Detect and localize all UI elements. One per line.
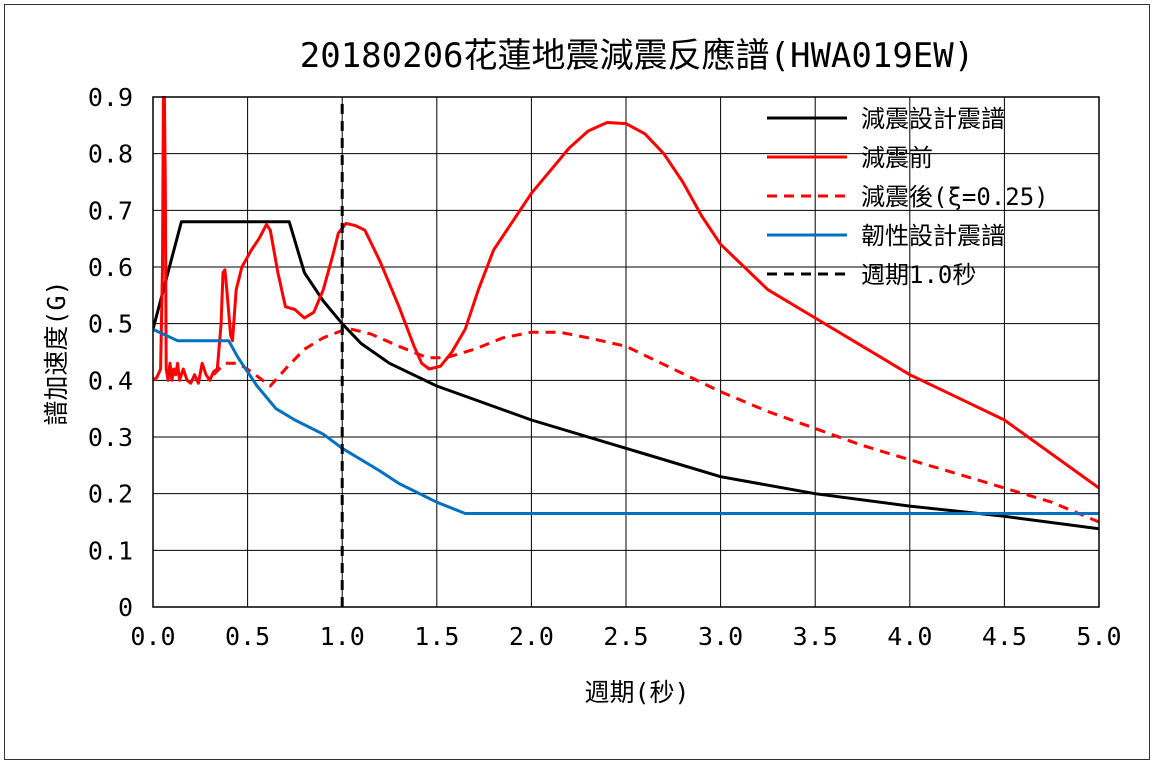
y-tick-label: 0.8 <box>88 140 133 169</box>
legend-label: 韌性設計震譜 <box>861 222 1005 250</box>
y-tick-label: 0.1 <box>88 536 133 565</box>
legend-label: 減震設計震譜 <box>861 105 1005 133</box>
series-lines <box>153 96 1099 607</box>
x-tick-label: 3.0 <box>698 622 743 651</box>
y-tick-label: 0.4 <box>88 366 133 395</box>
chart-title: 20180206花蓮地震減震反應譜(HWA019EW) <box>300 36 974 76</box>
x-tick-label: 5.0 <box>1076 622 1121 651</box>
x-tick-labels: 0.0 0.5 1.0 1.5 2.0 2.5 3.0 3.5 4.0 4.5 5.0 <box>130 622 1121 651</box>
y-tick-label: 0.5 <box>88 310 133 339</box>
y-tick-label: 0.6 <box>88 253 133 282</box>
chart-svg: 20180206花蓮地震減震反應譜(HWA019EW) 0.0 0.5 1.0 1.5… <box>42 36 1122 707</box>
x-tick-label: 1.0 <box>320 622 365 651</box>
legend-label: 週期1.0秒 <box>861 261 976 289</box>
x-tick-label: 0.0 <box>130 622 175 651</box>
y-tick-label: 0.9 <box>88 83 133 112</box>
chart-frame: 20180206花蓮地震減震反應譜(HWA019EW) 0.0 0.5 1.0 1.5… <box>4 4 1150 760</box>
y-tick-label: 0.3 <box>88 423 133 452</box>
x-tick-label: 2.5 <box>603 622 648 651</box>
x-tick-label: 4.5 <box>982 622 1027 651</box>
x-axis-label: 週期(秒) <box>584 678 689 707</box>
series-line <box>153 220 1099 531</box>
legend-label: 減震前 <box>861 144 933 172</box>
x-tick-label: 1.5 <box>414 622 459 651</box>
series-line <box>153 96 1099 490</box>
x-tick-label: 3.5 <box>793 622 838 651</box>
series-line <box>212 327 1099 524</box>
y-tick-label: 0 <box>118 593 133 622</box>
x-tick-label: 4.0 <box>887 622 932 651</box>
y-axis-label: 譜加速度(G) <box>42 280 71 425</box>
y-tick-label: 0.7 <box>88 196 133 225</box>
y-tick-labels: 0 0.1 0.2 0.3 0.4 0.5 0.6 0.7 0.8 0.9 <box>88 83 133 622</box>
plot-area-border <box>152 96 1100 608</box>
x-tick-label: 0.5 <box>225 622 270 651</box>
y-tick-label: 0.2 <box>88 480 133 509</box>
grid <box>152 96 1100 608</box>
legend-label: 減震後(ξ=0.25) <box>861 183 1049 211</box>
x-tick-label: 2.0 <box>509 622 554 651</box>
